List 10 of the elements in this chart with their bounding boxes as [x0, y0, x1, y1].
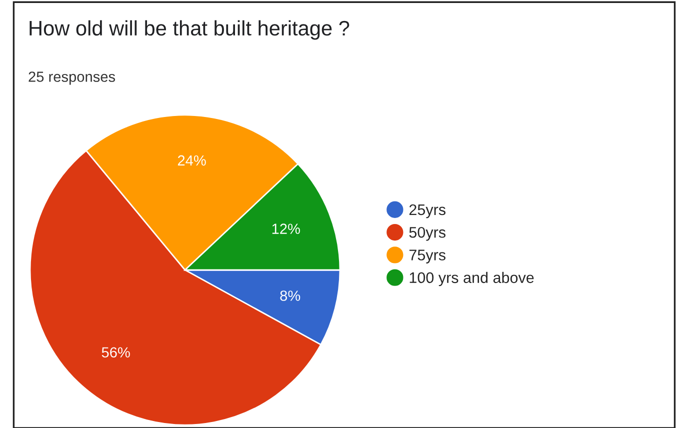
data-label: 12%: [272, 224, 300, 234]
chart-title: How old will be that built heritage ?: [30, 20, 350, 40]
data-label: 56%: [102, 347, 130, 358]
legend-label: 100 yrs and above: [410, 272, 534, 286]
chart-subtitle: 25 responses: [28, 72, 116, 85]
data-label: 24%: [178, 155, 206, 166]
legend-label: 50yrs: [409, 226, 446, 241]
data-label: 8%: [280, 290, 300, 301]
legend-label: 75yrs: [409, 250, 446, 264]
legend-label: 25yrs: [409, 204, 446, 218]
